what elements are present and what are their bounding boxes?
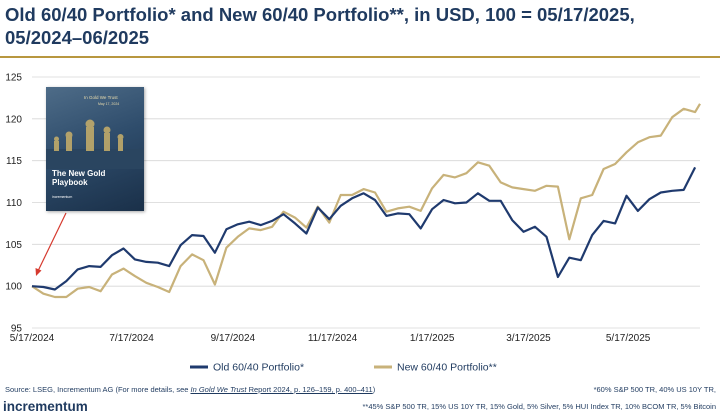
source-suffix: ) bbox=[372, 385, 376, 394]
title-divider bbox=[0, 56, 720, 58]
y-tick-label: 115 bbox=[6, 156, 22, 167]
y-tick-label: 105 bbox=[5, 240, 22, 251]
book-cover-publisher: incrementum bbox=[52, 195, 73, 199]
book-cover-title: The New Gold Playbook bbox=[52, 169, 106, 187]
y-tick-label: 125 bbox=[5, 73, 22, 84]
legend: Old 60/40 Portfolio* New 60/40 Portfolio*… bbox=[190, 362, 497, 374]
x-axis-ticks: 5/17/2024 7/17/2024 9/17/2024 11/17/2024 1/1… bbox=[10, 333, 651, 344]
line-chart: 95 100 105 110 115 120 125 5/17/2024 7/17/2024 9… bbox=[5, 73, 701, 374]
y-axis-ticks: 95 100 105 110 115 120 125 bbox=[5, 73, 22, 335]
series-lines bbox=[31, 103, 701, 299]
x-tick-label: 3/17/2025 bbox=[506, 333, 551, 344]
annotation-arrow bbox=[35, 212, 67, 276]
x-tick-label: 5/17/2024 bbox=[10, 333, 55, 344]
y-tick-label: 95 bbox=[11, 324, 23, 335]
y-tick-label: 100 bbox=[5, 282, 22, 293]
brand-logo: incrementum bbox=[3, 399, 88, 414]
x-tick-label: 5/17/2025 bbox=[606, 333, 651, 344]
x-tick-label: 11/17/2024 bbox=[308, 333, 358, 344]
chess-pieces-illustration bbox=[46, 119, 144, 169]
new-portfolio-note: **45% S&P 500 TR, 15% US 10Y TR, 15% Gol… bbox=[362, 402, 717, 411]
book-cover-image: In Gold We Trust May 17, 2024 The New Go… bbox=[46, 87, 144, 211]
y-tick-label: 110 bbox=[6, 198, 22, 209]
source-report-pages[interactable]: Report 2024, p. 126–159, p. 400–411 bbox=[246, 385, 373, 394]
series-line-1 bbox=[31, 103, 701, 299]
book-cover-series: In Gold We Trust bbox=[84, 95, 118, 100]
source-prefix: Source: LSEG, Incrementum AG (For more d… bbox=[5, 385, 191, 394]
old-portfolio-note: *60% S&P 500 TR, 40% US 10Y TR, bbox=[593, 385, 716, 394]
source-report-link[interactable]: In Gold We Trust bbox=[190, 385, 247, 394]
legend-label-0: Old 60/40 Portfolio* bbox=[213, 362, 304, 374]
source-note: Source: LSEG, Incrementum AG (For more d… bbox=[5, 385, 375, 394]
x-tick-label: 1/17/2025 bbox=[410, 333, 455, 344]
x-tick-label: 9/17/2024 bbox=[211, 333, 256, 344]
page-title: Old 60/40 Portfolio* and New 60/40 Portf… bbox=[5, 4, 635, 48]
legend-label-1: New 60/40 Portfolio** bbox=[397, 362, 497, 374]
x-tick-label: 7/17/2024 bbox=[109, 333, 154, 344]
y-tick-label: 120 bbox=[5, 114, 22, 125]
book-cover-date: May 17, 2024 bbox=[98, 102, 120, 106]
series-line-0 bbox=[31, 166, 697, 291]
